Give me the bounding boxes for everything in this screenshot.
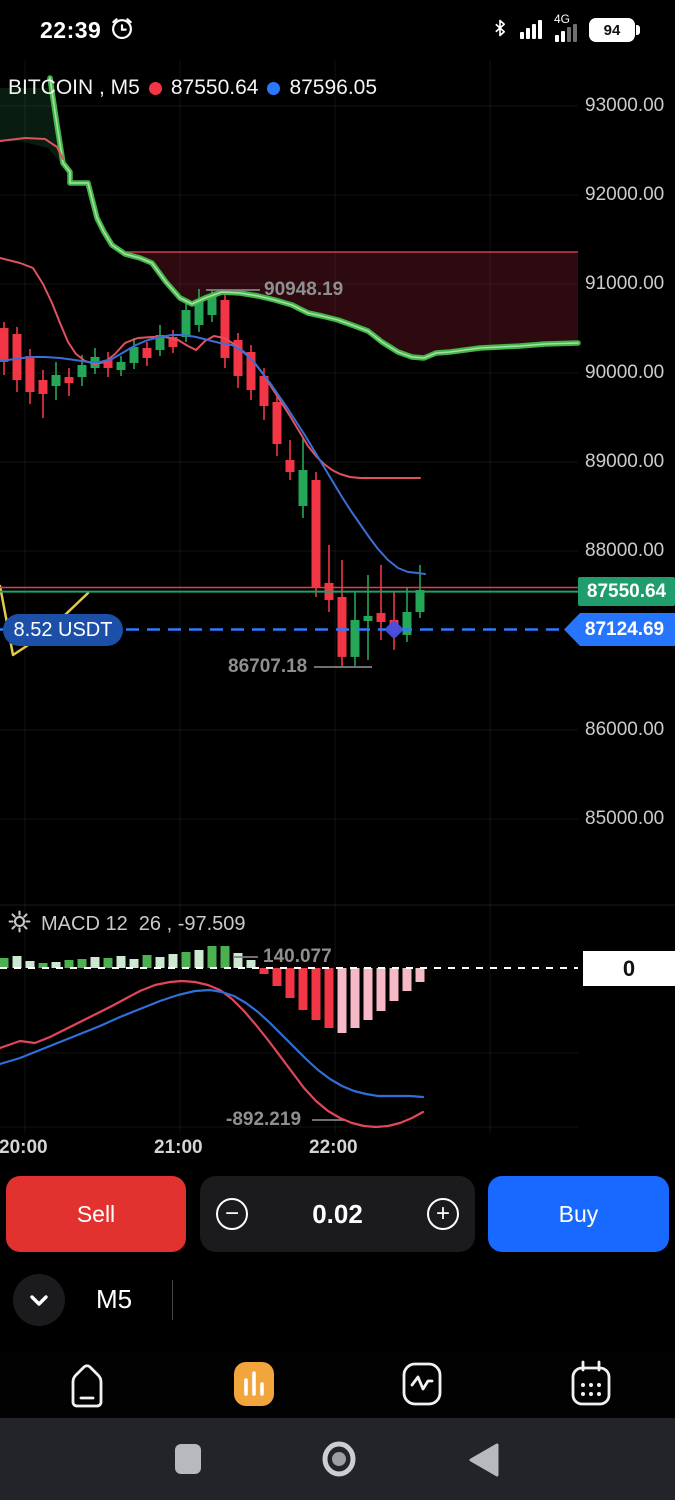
time-axis-label: 22:00 <box>309 1137 358 1158</box>
nav-home-icon[interactable] <box>66 1362 108 1408</box>
price-axis-label: 91000.00 <box>585 273 665 294</box>
price-axis-label: 86000.00 <box>585 719 665 740</box>
signal-bars-2-icon <box>554 23 580 47</box>
sell-button[interactable]: Sell <box>6 1176 186 1252</box>
nav-trades-icon[interactable] <box>402 1362 442 1406</box>
price-axis-label: 89000.00 <box>585 451 665 472</box>
android-nav-bar <box>0 1418 675 1500</box>
chart-header: BITCOIN , M5 87550.64 87596.05 <box>8 76 377 100</box>
back-button[interactable] <box>466 1442 502 1478</box>
swing-high-annotation: 90948.19 <box>264 279 344 300</box>
status-bar: 22:39 4G <box>0 0 675 60</box>
alarm-icon <box>109 15 135 46</box>
bottom-navigation <box>0 1352 675 1418</box>
profit-value: 8.52 USDT <box>13 618 113 641</box>
buy-button[interactable]: Buy <box>488 1176 669 1252</box>
volume-increase-button[interactable]: + <box>426 1198 459 1230</box>
bid-dot-icon <box>148 81 162 95</box>
bluetooth-icon <box>490 16 510 45</box>
position-profit-tag[interactable]: 8.52 USDT <box>3 614 123 646</box>
time-axis-label: 20:00 <box>0 1137 48 1158</box>
macd-high-annotation: 140.077 <box>263 946 332 967</box>
swing-low-annotation: 86707.18 <box>228 656 308 677</box>
toolbar-divider <box>172 1280 173 1320</box>
ask-dot-icon <box>267 81 281 95</box>
macd-indicator-header[interactable]: MACD 12 26 , -97.509 <box>8 910 246 939</box>
home-button[interactable] <box>320 1440 358 1478</box>
price-axis-label: 93000.00 <box>585 95 665 116</box>
trade-panel: Sell − 0.02 + Buy <box>0 1176 675 1254</box>
clock-time: 22:39 <box>40 16 102 43</box>
collapse-chevron-button[interactable] <box>13 1274 65 1326</box>
macd-label: MACD 12 26 , -97.509 <box>41 913 246 935</box>
chart-toolbar: M5 <box>0 1272 675 1342</box>
position-price-badge[interactable]: 87124.69 <box>564 613 675 646</box>
time-axis-label: 21:00 <box>154 1137 203 1158</box>
volume-stepper: − 0.02 + <box>200 1176 475 1252</box>
price-axis-label: 88000.00 <box>585 540 665 561</box>
nav-chart-active-icon[interactable] <box>234 1360 274 1408</box>
price-axis-label: 85000.00 <box>585 808 665 829</box>
macd-low-annotation: -892.219 <box>226 1109 302 1130</box>
macd-zero-badge: 0 <box>583 951 675 986</box>
battery-indicator: 94 <box>589 18 640 42</box>
volume-decrease-button[interactable]: − <box>216 1198 248 1230</box>
recents-button[interactable] <box>174 1443 202 1475</box>
price-axis-label: 90000.00 <box>585 362 665 383</box>
volume-value[interactable]: 0.02 <box>312 1198 363 1229</box>
nav-calendar-icon[interactable] <box>570 1360 612 1406</box>
timeframe-button[interactable]: M5 <box>96 1284 133 1314</box>
gear-icon[interactable] <box>8 910 31 939</box>
symbol-timeframe-label[interactable]: BITCOIN , M5 <box>8 76 140 99</box>
price-axis-label: 92000.00 <box>585 184 665 205</box>
ask-price: 87596.05 <box>289 76 378 99</box>
chevron-down-icon <box>30 1295 48 1306</box>
signal-bars-icon <box>519 15 545 46</box>
last-price-badge: 87550.64 <box>578 577 675 606</box>
bid-price: 87550.64 <box>170 76 259 99</box>
network-type-label: 4G <box>554 11 571 26</box>
